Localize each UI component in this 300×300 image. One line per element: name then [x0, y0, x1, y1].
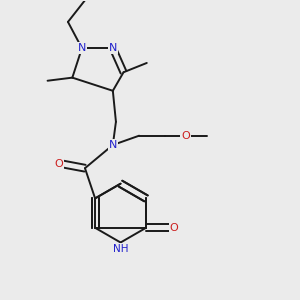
Text: O: O	[54, 159, 63, 169]
Text: O: O	[169, 223, 178, 233]
Text: N: N	[109, 43, 117, 53]
Text: N: N	[109, 140, 117, 150]
Text: NH: NH	[113, 244, 128, 254]
Text: N: N	[78, 43, 86, 53]
Text: O: O	[181, 131, 190, 141]
